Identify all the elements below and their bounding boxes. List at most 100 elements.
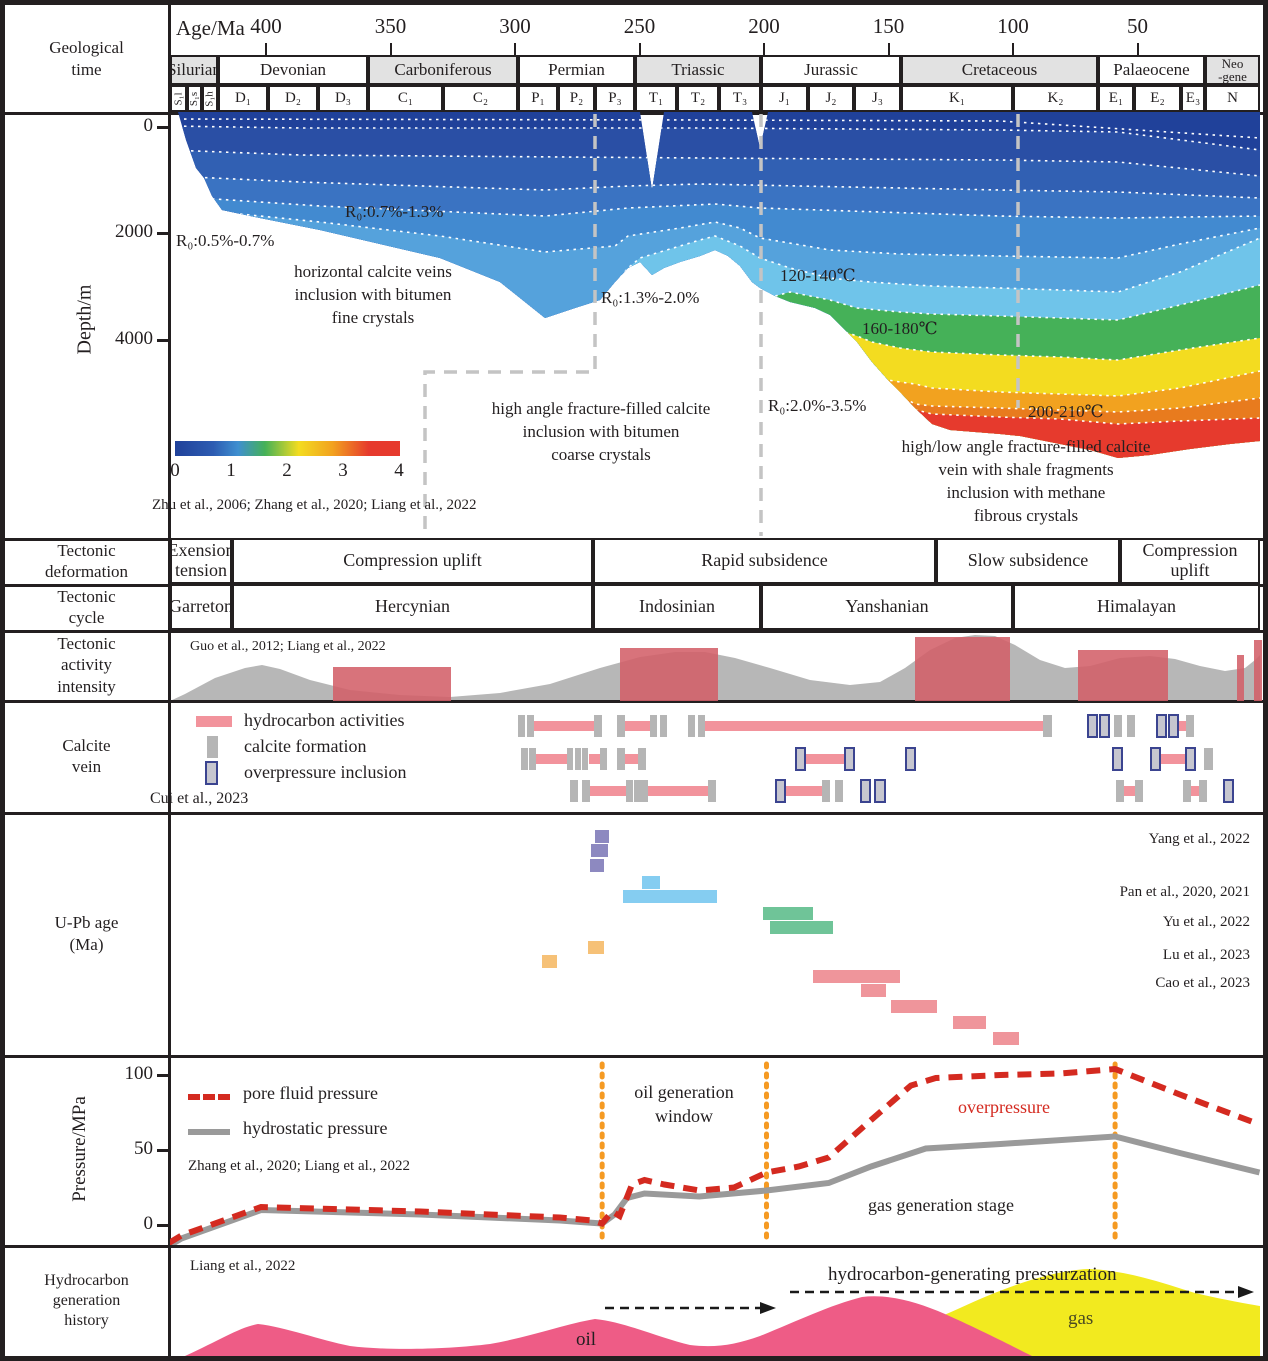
upb-age-bar-salmon: [891, 1000, 937, 1013]
hydrocarbon-activity-bar: [536, 754, 567, 764]
colorbar-tick-label: 0: [170, 460, 180, 481]
colorbar-tick-label: 1: [226, 460, 236, 481]
calcite-formation-bar: [575, 748, 581, 770]
epoch-text: S₁h: [204, 90, 217, 107]
epoch-text: K₂: [1047, 90, 1064, 106]
period-text: Devonian: [259, 60, 327, 79]
calcite-formation-bar: [518, 715, 525, 737]
epoch-T₂: T₂: [677, 85, 719, 112]
epoch-N: N: [1205, 85, 1260, 112]
upb-age-bar-orange: [542, 955, 557, 968]
upb-citation: Pan et al., 2020, 2021: [1119, 884, 1250, 900]
hydrocarbon-activity-bar: [806, 754, 844, 764]
overpressure-inclusion-bar: [1150, 747, 1161, 771]
hydrocarbon-activity-bar: [625, 754, 638, 764]
pressure-tick-mark: [157, 1149, 169, 1152]
temperature-label-1: 120-140℃: [780, 266, 856, 285]
border-right: [1263, 0, 1268, 1361]
calcite-formation-bar: [626, 780, 633, 802]
pressurization-label: hydrocarbon-generating pressurzation: [828, 1264, 1117, 1285]
cycle-hercynian: Hercynian: [232, 584, 593, 630]
age-tick-mark: [763, 43, 765, 55]
cycle-yanshanian: Yanshanian: [761, 584, 1013, 630]
epoch-J₃: J₃: [854, 85, 901, 112]
epoch-J₁: J₁: [761, 85, 808, 112]
legend-overpressure-inclusion: overpressure inclusion: [244, 762, 407, 782]
calcite-formation-bar: [1114, 715, 1122, 737]
colorbar-tick-label: 4: [394, 460, 404, 481]
period-silurian: Silurian: [167, 55, 221, 85]
cycle-indosinian: Indosinian: [593, 584, 761, 630]
age-tick-mark: [389, 43, 392, 55]
label-column-divider: [168, 5, 171, 1356]
epoch-text: P₃: [608, 90, 622, 106]
tectonic-cycle-text: Tectonic cycle: [57, 586, 116, 627]
age-tick-mark: [638, 43, 641, 55]
epoch-D₃: D₃: [318, 85, 368, 112]
period-text: Cretaceous: [961, 60, 1038, 79]
colorbar-tick-label: 3: [338, 460, 348, 481]
deformation-text: Compression uplift: [343, 550, 482, 571]
depth-tick-label: 0: [143, 115, 154, 136]
calcite-formation-bar: [1116, 780, 1124, 802]
upb-age-bar-cyan: [623, 890, 717, 903]
calcite-formation-bar: [641, 780, 648, 802]
hydrocarbon-history-text: Hydrocarbon generation history: [44, 1271, 129, 1329]
row-label-geological-time: Geological time: [5, 5, 168, 112]
depth-tick-mark: [157, 339, 169, 342]
pressure-citation: Zhang et al., 2020; Liang et al., 2022: [188, 1158, 411, 1174]
hydro-citation: Liang et al., 2022: [190, 1258, 296, 1274]
period-text: Carboniferous: [394, 60, 492, 79]
calcite-swatch: [207, 736, 218, 758]
row-divider: [5, 1245, 1263, 1248]
depth-tick-mark: [157, 232, 169, 235]
age-tick-label: 100: [997, 14, 1029, 38]
period-palaeocene: Palaeocene: [1098, 55, 1205, 85]
upb-age-bar-purple: [590, 859, 604, 872]
calcite-formation-bar: [660, 715, 667, 737]
overpressure-inclusion-bar: [1099, 714, 1110, 738]
pressure-tick-label: 100: [124, 1063, 154, 1084]
upb-age-bar-salmon: [861, 984, 886, 997]
depth-axis-label: Depth/m: [73, 284, 96, 355]
period-carboniferous: Carboniferous: [368, 55, 518, 85]
hydrocarbon-activity-bar: [1179, 721, 1186, 731]
oil-label: oil: [576, 1329, 597, 1350]
upb-age-bar-purple: [595, 830, 609, 843]
calcite-formation-bar: [521, 748, 528, 770]
epoch-text: T₁: [648, 90, 664, 106]
period-text: Jurassic: [804, 60, 858, 79]
border-bottom: [0, 1356, 1268, 1361]
overpressure-inclusion-bar: [795, 747, 806, 771]
epoch-J₂: J₂: [808, 85, 854, 112]
ro-label-1: R₀:0.5%-0.7%: [176, 231, 275, 250]
gas-generation-stage-label: gas generation stage: [868, 1195, 1014, 1215]
pressure-plot: [170, 1061, 1261, 1245]
burial-history-plot: [178, 112, 1260, 536]
epoch-text: J₃: [871, 90, 884, 106]
overpressure-inclusion-bar: [1112, 747, 1123, 771]
period-text: Silurian: [167, 60, 221, 79]
calcite-formation-bar: [1135, 780, 1143, 802]
hydrocarbon-activity-bar: [590, 786, 626, 796]
period-jurassic: Jurassic: [761, 55, 901, 85]
row-divider: [5, 1055, 1263, 1058]
epoch-text: P₂: [569, 90, 584, 106]
hydrocarbon-activity-bar: [648, 786, 708, 796]
age-tick-mark: [1012, 43, 1014, 55]
pressure-tick-mark: [157, 1074, 169, 1077]
calcite-formation-bar: [650, 715, 657, 737]
period-text: Permian: [548, 60, 605, 79]
calcite-formation-bar: [582, 780, 590, 802]
epoch-text: S₁s: [188, 91, 201, 106]
burial-citation: Zhu et al., 2006; Zhang et al., 2020; Li…: [152, 497, 477, 513]
age-tick-label: 300: [499, 14, 531, 38]
pore-pressure-swatch: [188, 1094, 230, 1100]
calcite-formation-bar: [1183, 780, 1191, 802]
upb-citation: Yu et al., 2022: [1162, 914, 1250, 930]
age-tick-mark: [1136, 43, 1139, 55]
epoch-C₁: C₁: [368, 85, 443, 112]
hydrocarbon-activity-bar: [1124, 786, 1135, 796]
row-label-hydrocarbon-history: Hydrocarbon generation history: [5, 1245, 168, 1356]
overpressure-inclusion-bar: [775, 779, 786, 803]
